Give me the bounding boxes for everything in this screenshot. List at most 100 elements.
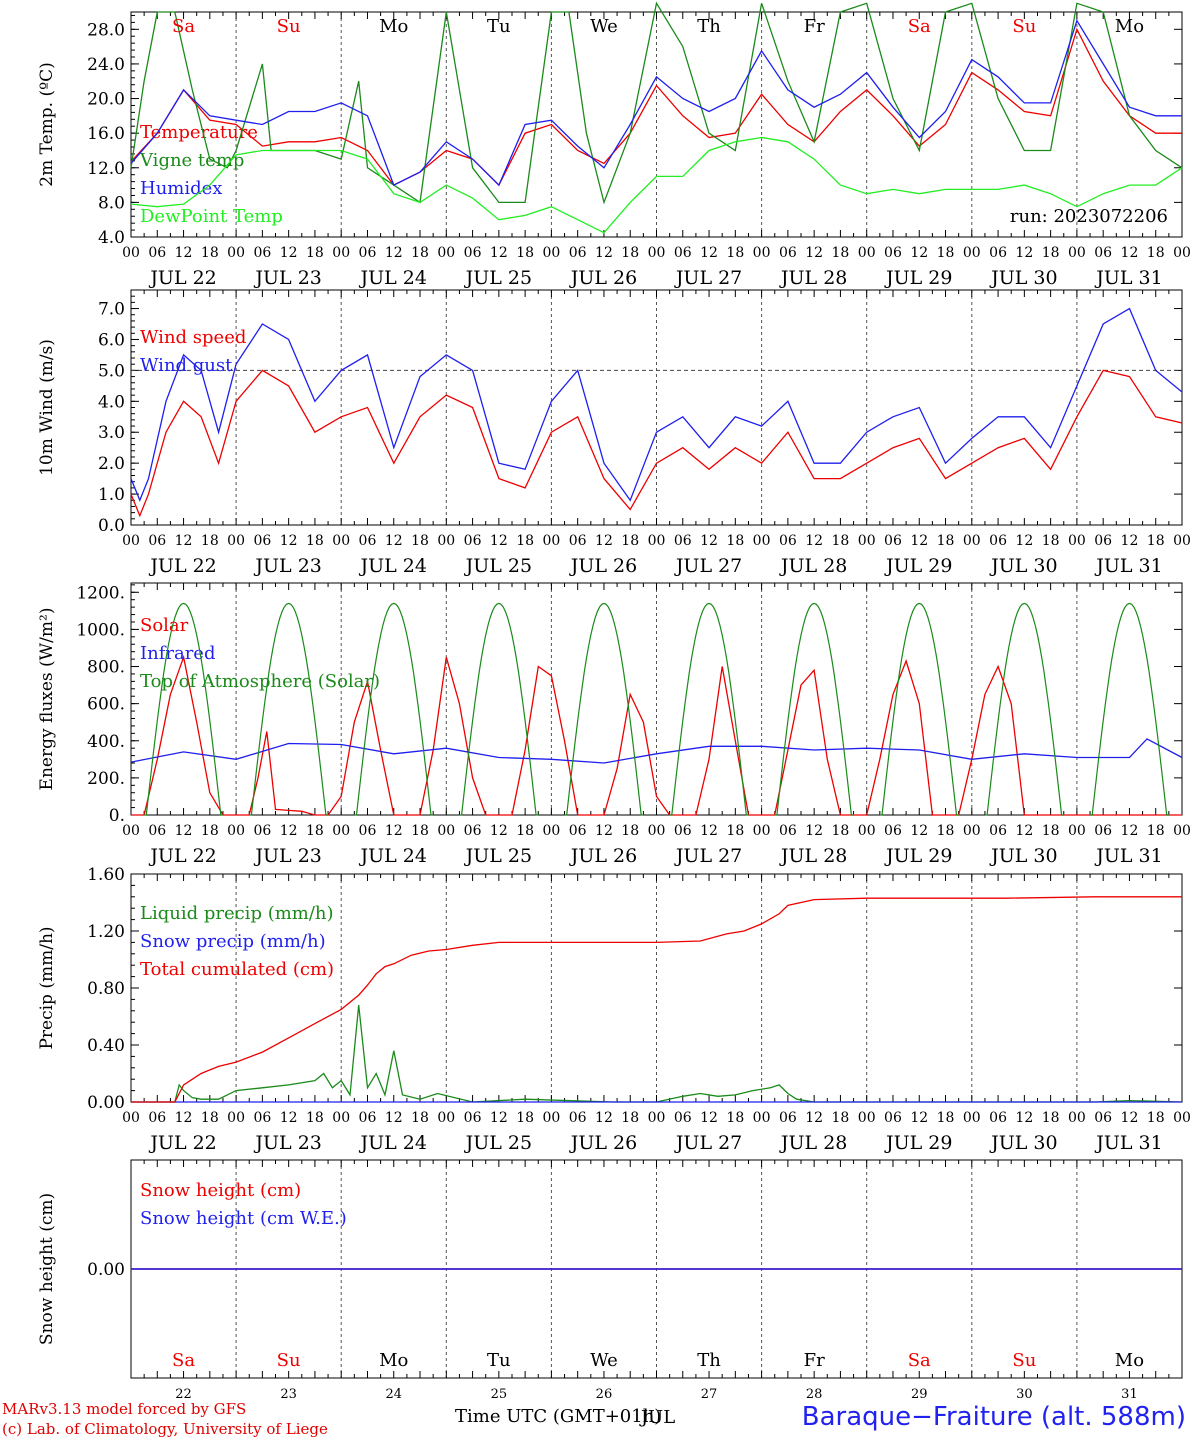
hour-label: 12 [280,823,298,839]
hour-label: 12 [805,1110,823,1126]
hour-label: 18 [937,245,955,261]
hour-label: 12 [1015,245,1033,261]
y-axis-label: Snow height (cm) [37,1193,57,1345]
hour-label: 12 [700,245,718,261]
day-number-label: 29 [911,1387,928,1402]
hour-label: 00 [542,823,560,839]
y-axis-label: Energy fluxes (W/m²) [37,608,57,791]
hour-label: 12 [280,245,298,261]
weekday-label: We [590,1350,618,1371]
date-label: JUL 23 [253,1132,321,1154]
hour-label: 00 [437,533,455,549]
series-line-dewpoint-temp [130,136,1183,234]
hour-label: 06 [1094,1110,1112,1126]
weekday-label: Mo [379,1350,408,1371]
hour-label: 06 [253,533,271,549]
series-line-solar [131,654,1182,816]
hour-label: 00 [227,1110,245,1126]
hour-label: 00 [332,245,350,261]
hour-label: 12 [1015,1110,1033,1126]
y-tick-label: 28.0 [87,20,125,40]
legend-entry: DewPoint Temp [140,206,283,227]
hour-label: 12 [1121,245,1139,261]
weekday-label: Th [697,16,721,37]
series-line-total-cumulated-cm [131,896,1182,1103]
hour-label: 06 [674,533,692,549]
hour-label: 18 [411,1110,429,1126]
hour-label: 18 [937,533,955,549]
series-line-temperature [130,27,1182,187]
legend-entry: Wind gust [140,355,233,376]
hour-label: 06 [779,1110,797,1126]
y-tick-label: 600. [87,695,125,715]
hour-label: 18 [1042,245,1060,261]
hour-label: 00 [122,245,140,261]
weekday-label: Sa [908,16,931,37]
legend-entry: Total cumulated (cm) [140,959,334,980]
hour-label: 12 [595,533,613,549]
legend-entry: Liquid precip (mm/h) [140,903,334,924]
date-label: JUL 24 [359,845,427,867]
hour-label: 00 [648,1110,666,1126]
hour-label: 12 [910,823,928,839]
panel-2: 0.0 1.0 2.0 3.0 4.0 5.0 6.0 7.0 10m Wind (m/s) Wi… [37,289,1191,577]
hour-label: 18 [1147,533,1165,549]
day-number-label: 30 [1016,1387,1033,1402]
date-label: JUL 26 [569,1132,637,1154]
hour-label: 00 [332,533,350,549]
y-tick-label: 4.0 [98,392,125,412]
date-label: JUL 30 [989,1132,1057,1154]
hour-label: 00 [122,823,140,839]
hour-label: 00 [332,823,350,839]
hour-label: 12 [700,533,718,549]
y-axis-label: Precip (mm/h) [37,926,57,1049]
date-label: JUL 24 [359,555,427,577]
hour-label: 12 [175,533,193,549]
hour-label: 00 [858,533,876,549]
hour-label: 12 [910,245,928,261]
day-number-label: 28 [806,1387,823,1402]
hour-label: 12 [490,245,508,261]
hour-label: 00 [1068,1110,1086,1126]
hour-label: 18 [201,533,219,549]
date-label: JUL 22 [148,555,216,577]
hour-label: 12 [1015,533,1033,549]
y-axis-label: 10m Wind (m/s) [37,339,57,476]
y-tick-label: 0.00 [87,1093,125,1113]
hour-label: 00 [858,245,876,261]
date-label: JUL 26 [569,845,637,867]
hour-label: 06 [148,1110,166,1126]
weekday-label: Mo [1115,1350,1144,1371]
legend-entry: Snow height (cm) [140,1180,301,1201]
day-number-label: 25 [491,1387,508,1402]
date-label: JUL 27 [674,555,742,577]
hour-label: 18 [201,1110,219,1126]
series-line-wind-speed [130,369,1183,518]
hour-label: 12 [385,533,403,549]
series-line-vigne-temp [130,1,1183,205]
hour-label: 18 [1042,1110,1060,1126]
hour-label: 06 [464,533,482,549]
date-label: JUL 27 [674,845,742,867]
y-tick-label: 20.0 [87,90,125,110]
station-title: Baraque−Fraiture (alt. 588m) [801,1402,1186,1432]
hour-label: 18 [621,823,639,839]
legend-entry: Snow height (cm W.E.) [140,1208,347,1229]
weekday-label: Fr [804,16,825,37]
y-tick-label: 400. [87,732,125,752]
hour-label: 00 [963,245,981,261]
day-number-label: 31 [1121,1387,1138,1402]
hour-label: 12 [490,533,508,549]
panel-frame [130,11,1183,238]
hour-label: 00 [332,1110,350,1126]
hour-label: 12 [385,1110,403,1126]
hour-label: 12 [910,533,928,549]
date-label: JUL 29 [884,267,952,289]
hour-label: 18 [726,1110,744,1126]
hour-label: 00 [542,1110,560,1126]
legend-entry: Solar [140,615,189,636]
weekday-label: Tu [487,1350,511,1371]
weekday-label: Su [277,16,301,37]
hour-label: 00 [542,245,560,261]
